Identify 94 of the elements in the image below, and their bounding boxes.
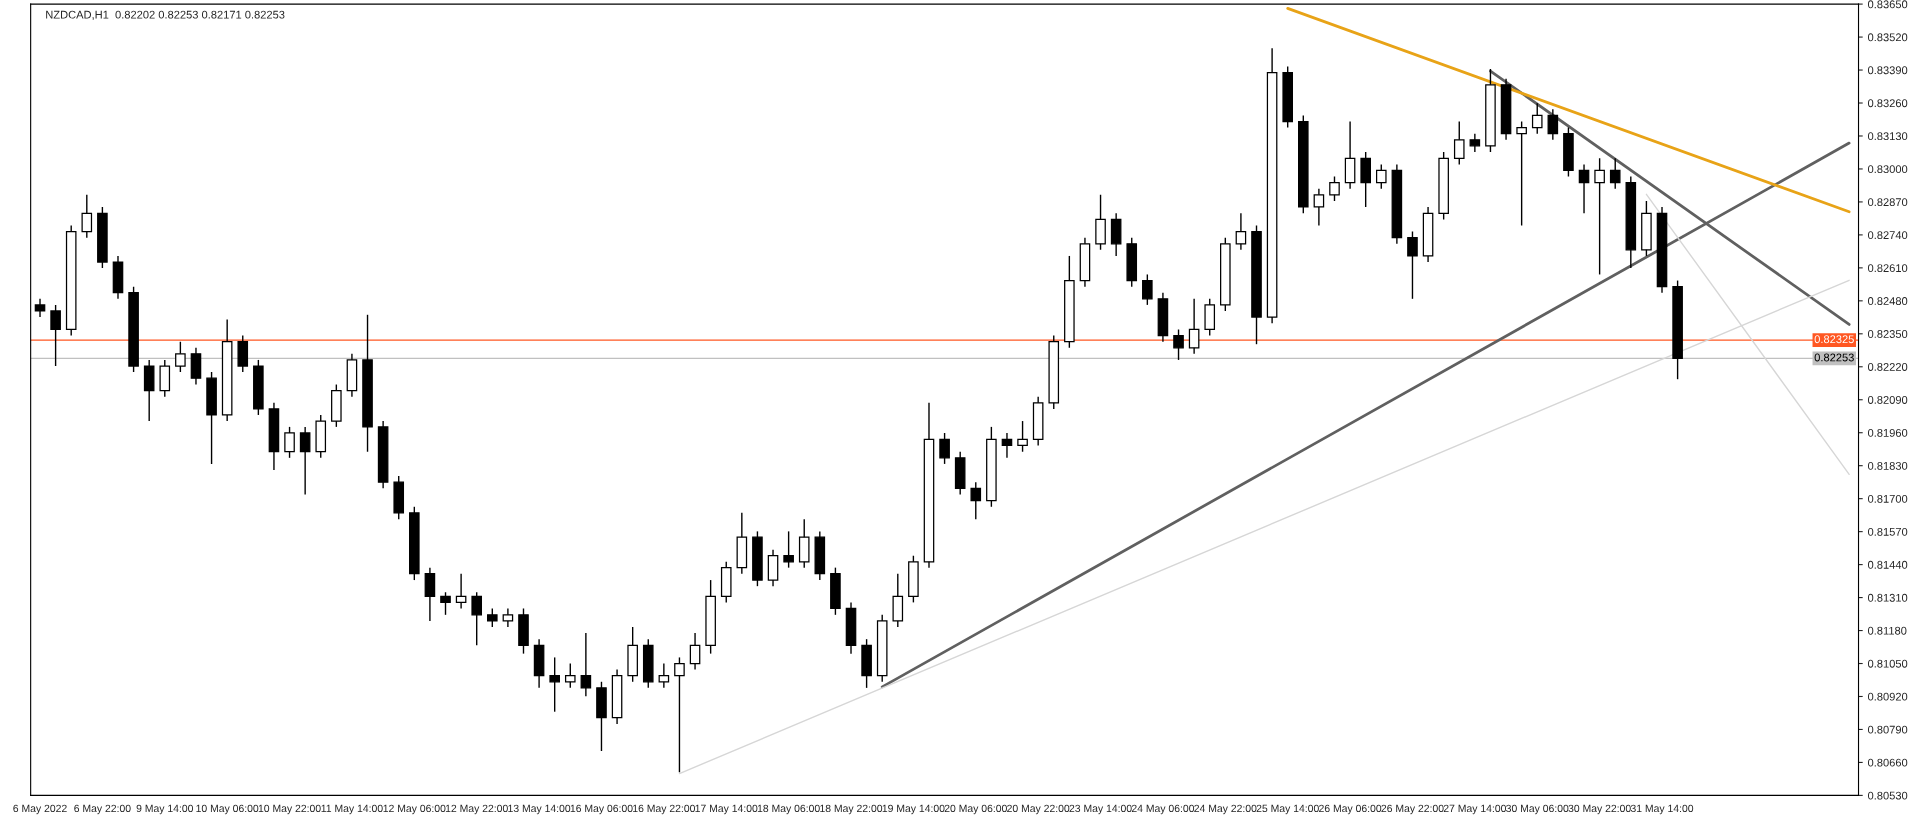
x-tick-label: 25 May 14:00: [1256, 804, 1319, 815]
candlestick: [81, 194, 93, 239]
candlestick: [674, 656, 685, 774]
candlestick: [1594, 157, 1605, 276]
candlestick: [939, 432, 950, 465]
y-tick-label: 0.81310: [1867, 593, 1908, 602]
x-tick-label: 13 May 14:00: [508, 804, 571, 815]
ref-line-label: 0.82325: [1814, 335, 1854, 344]
x-tick-label: 12 May 22:00: [445, 804, 508, 815]
y-tick-label: 0.83520: [1867, 33, 1908, 42]
x-tick-label: 6 May 2022: [13, 804, 67, 815]
candlestick: [1407, 230, 1418, 300]
candlestick: [1142, 273, 1153, 306]
candlestick: [689, 632, 701, 671]
y-tick-label: 0.81960: [1867, 428, 1908, 437]
candlestick: [549, 656, 560, 713]
x-tick-label: 20 May 22:00: [1007, 804, 1070, 815]
y-tick-label: 0.83390: [1867, 66, 1908, 75]
candlestick: [580, 632, 592, 697]
y-tick-label: 0.82870: [1867, 198, 1908, 207]
candlestick: [471, 591, 483, 646]
candlestick: [1173, 328, 1184, 361]
y-tick-label: 0.81700: [1867, 494, 1908, 503]
candlestick: [1609, 157, 1621, 190]
x-tick-label: 31 May 14:00: [1630, 804, 1694, 815]
ref-line-label: 0.82253: [1814, 353, 1854, 362]
candlestick: [1547, 108, 1559, 141]
candlestick: [34, 298, 46, 318]
y-tick-label: 0.82610: [1867, 264, 1908, 272]
candlestick: [1235, 212, 1247, 251]
candlestick: [1516, 120, 1527, 227]
candlestick: [1375, 163, 1387, 190]
y-tick-label: 0.81570: [1867, 527, 1908, 536]
x-tick-label: 6 May 22:00: [74, 804, 131, 815]
y-tick-label: 0.80530: [1867, 791, 1908, 800]
x-tick-label: 20 May 06:00: [944, 804, 1007, 815]
y-tick-label: 0.82740: [1867, 231, 1908, 240]
candlestick: [502, 607, 514, 628]
candlestick: [1531, 102, 1543, 135]
candlestick: [1329, 175, 1340, 202]
candlestick: [1578, 163, 1590, 215]
x-tick-label: 12 May 06:00: [383, 804, 446, 815]
candlestick: [486, 607, 498, 628]
x-tick-label: 23 May 14:00: [1069, 804, 1132, 815]
y-tick-label: 0.83130: [1867, 132, 1908, 141]
y-tick-label: 0.82090: [1867, 396, 1908, 404]
candlestick: [424, 566, 436, 622]
candlestick: [783, 530, 794, 569]
y-tick-label: 0.80920: [1867, 692, 1908, 701]
y-tick-label: 0.80660: [1867, 758, 1908, 767]
x-tick-label: 16 May 22:00: [633, 804, 696, 815]
x-tick-label: 30 May 22:00: [1568, 804, 1631, 815]
y-tick-label: 0.81180: [1867, 626, 1907, 635]
x-tick-label: 24 May 06:00: [1131, 804, 1195, 815]
y-tick-label: 0.81830: [1867, 461, 1908, 470]
x-tick-label: 27 May 14:00: [1443, 804, 1507, 815]
candlestick: [1001, 432, 1013, 459]
x-tick-label: 24 May 22:00: [1194, 804, 1257, 815]
y-tick-label: 0.83000: [1867, 165, 1908, 174]
candlestick: [50, 304, 61, 367]
x-tick-label: 10 May 22:00: [258, 804, 321, 815]
text: NZDCAD,H1 0.82202 0.82253 0.82171 0.82253: [46, 10, 285, 20]
candlestick: [1453, 120, 1465, 166]
candlestick: [1313, 188, 1325, 227]
y-tick-label: 0.82220: [1867, 363, 1908, 371]
candlestick: [564, 662, 576, 689]
y-tick-label: 0.82480: [1867, 297, 1908, 305]
x-tick-label: 19 May 14:00: [882, 804, 945, 815]
y-tick-label: 0.81050: [1867, 659, 1908, 668]
candlestick: [658, 662, 670, 689]
candlestick: [970, 481, 982, 520]
y-tick-label: 0.80790: [1867, 725, 1908, 734]
x-tick-label: 30 May 06:00: [1506, 804, 1569, 815]
y-tick-label: 0.81440: [1867, 560, 1908, 569]
x-tick-label: 16 May 06:00: [570, 804, 633, 815]
x-tick-label: 10 May 06:00: [196, 804, 259, 815]
x-tick-label: 26 May 06:00: [1319, 804, 1382, 815]
candlestick: [1017, 420, 1028, 453]
x-tick-label: 26 May 22:00: [1381, 804, 1444, 815]
candlestick: [455, 573, 467, 610]
candlestick: [440, 591, 451, 616]
x-tick-label: 11 May 14:00: [321, 804, 383, 815]
candlestick: [1469, 133, 1481, 153]
y-tick-label: 0.82350: [1867, 330, 1908, 338]
x-tick-label: 18 May 06:00: [757, 804, 820, 815]
x-tick-label: 9 May 14:00: [136, 804, 194, 815]
candlestick: [284, 426, 295, 459]
y-tick-label: 0.83650: [1867, 0, 1908, 9]
y-tick-label: 0.83260: [1867, 99, 1908, 108]
candlestick: [175, 340, 186, 373]
candlestick: [1188, 298, 1200, 355]
x-tick-label: 17 May 14:00: [695, 804, 758, 815]
x-tick-label: 18 May 22:00: [820, 804, 883, 815]
candlestick: [299, 426, 311, 496]
